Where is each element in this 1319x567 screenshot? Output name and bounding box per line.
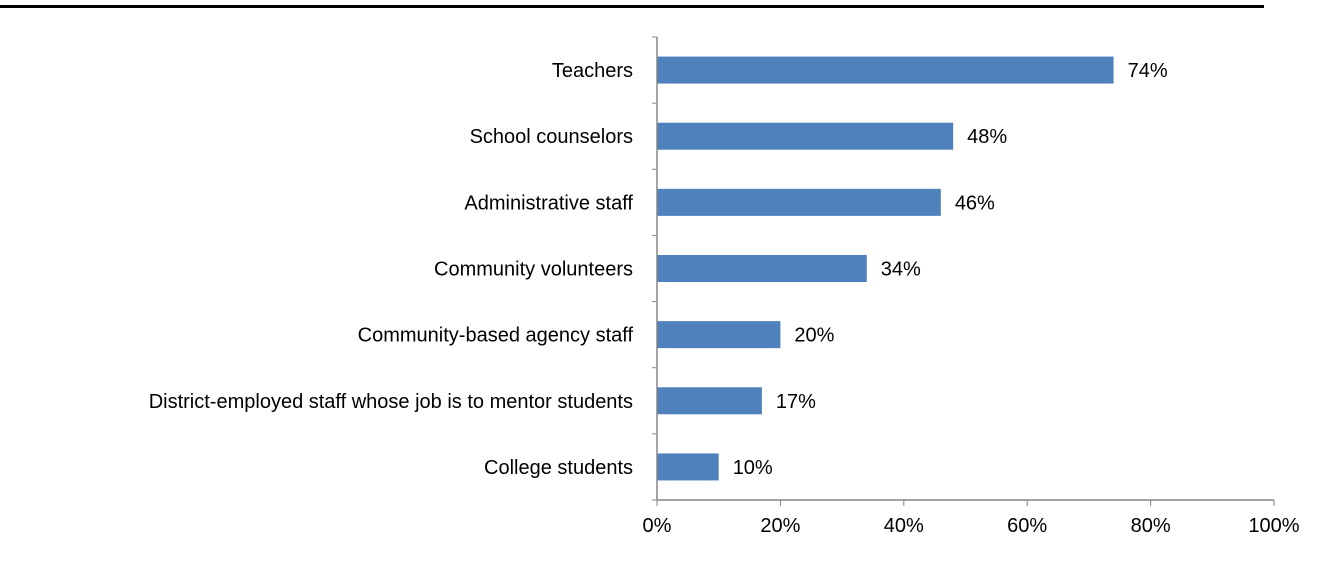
category-label-group: Teachers School counselors Administrative …	[149, 60, 634, 479]
category-label: District-employed staff whose job is to …	[149, 391, 633, 413]
value-label-group: 74% 48% 46% 34% 20% 17% 10%	[733, 60, 1168, 479]
value-label: 20%	[794, 325, 834, 347]
bar	[657, 321, 781, 349]
x-tick-label: 60%	[1007, 515, 1047, 537]
x-tick-label: 40%	[884, 515, 924, 537]
x-tick-label: 0%	[643, 515, 672, 537]
value-label: 34%	[881, 259, 921, 281]
category-label: School counselors	[470, 126, 633, 148]
category-label: Administrative staff	[464, 192, 633, 214]
bar	[657, 453, 719, 481]
axes-group	[652, 36, 1274, 501]
x-tick-label: 80%	[1131, 515, 1171, 537]
bar	[657, 56, 1114, 84]
bar	[657, 387, 762, 415]
x-tick-label: 100%	[1248, 515, 1299, 537]
value-label: 17%	[776, 391, 816, 413]
category-label: Community-based agency staff	[358, 325, 634, 347]
category-label: College students	[484, 457, 633, 479]
category-label: Community volunteers	[434, 259, 633, 281]
bar-group	[657, 56, 1114, 481]
value-label: 48%	[967, 126, 1007, 148]
value-label: 10%	[733, 457, 773, 479]
category-label: Teachers	[552, 60, 633, 82]
value-label: 46%	[955, 192, 995, 214]
bar	[657, 255, 867, 282]
value-label: 74%	[1128, 60, 1168, 82]
top-rule-divider	[0, 5, 1264, 8]
bar	[657, 122, 954, 150]
tick-group: 0% 20% 40% 60% 80% 100%	[643, 500, 1300, 537]
x-tick-label: 20%	[760, 515, 800, 537]
bar	[657, 188, 941, 216]
